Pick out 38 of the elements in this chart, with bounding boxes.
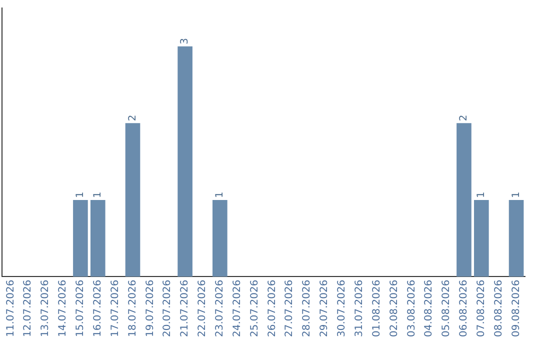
data-label: 1 [510,192,522,198]
x-tick-label: 01.08.2026 [371,280,382,338]
x-tick-label: 05.08.2026 [441,280,452,338]
x-tick-label: 15.07.2026 [75,280,86,338]
x-tick-label: 09.08.2026 [510,280,522,338]
data-label: 1 [92,192,104,198]
x-tick-label: 28.07.2026 [302,280,313,338]
x-tick-label: 14.07.2026 [58,280,69,338]
x-tick-label: 07.08.2026 [476,280,488,338]
x-tick-label: 29.07.2026 [319,280,330,338]
x-tick-label: 20.07.2026 [162,280,174,338]
x-tick-label: 30.07.2026 [336,280,348,338]
x-tick-label: 17.07.2026 [110,280,121,338]
x-tick-label: 02.08.2026 [388,280,400,338]
x-tick-label: 26.07.2026 [266,280,278,338]
x-tick-label: 19.07.2026 [144,280,156,338]
data-label: 1 [75,192,86,198]
x-tick-label: 21.07.2026 [180,280,191,338]
x-tick-label: 13.07.2026 [40,280,52,338]
data-label: 2 [458,114,470,122]
data-label: 2 [127,114,138,122]
x-tick-label: 04.08.2026 [424,280,435,338]
x-tick-label: 24.07.2026 [232,280,243,338]
x-tick-label: 27.07.2026 [284,280,296,338]
x-tick-label: 23.07.2026 [214,280,226,338]
x-tick-label: 03.08.2026 [406,280,418,338]
x-tick-label: 25.07.2026 [249,280,260,338]
x-tick-label: 22.07.2026 [197,280,208,338]
x-tick-label: 08.08.2026 [493,280,504,338]
data-label: 1 [476,192,488,198]
data-label: 1 [214,192,226,198]
x-tick-label: 31.07.2026 [354,280,365,338]
x-tick-label: 12.07.2026 [22,280,34,338]
x-tick-label: 06.08.2026 [458,280,470,338]
x-tick-label: 16.07.2026 [92,280,104,338]
data-label: 3 [180,38,191,44]
x-tick-label: 18.07.2026 [127,280,138,338]
x-tick-label: 11.07.2026 [5,280,16,338]
